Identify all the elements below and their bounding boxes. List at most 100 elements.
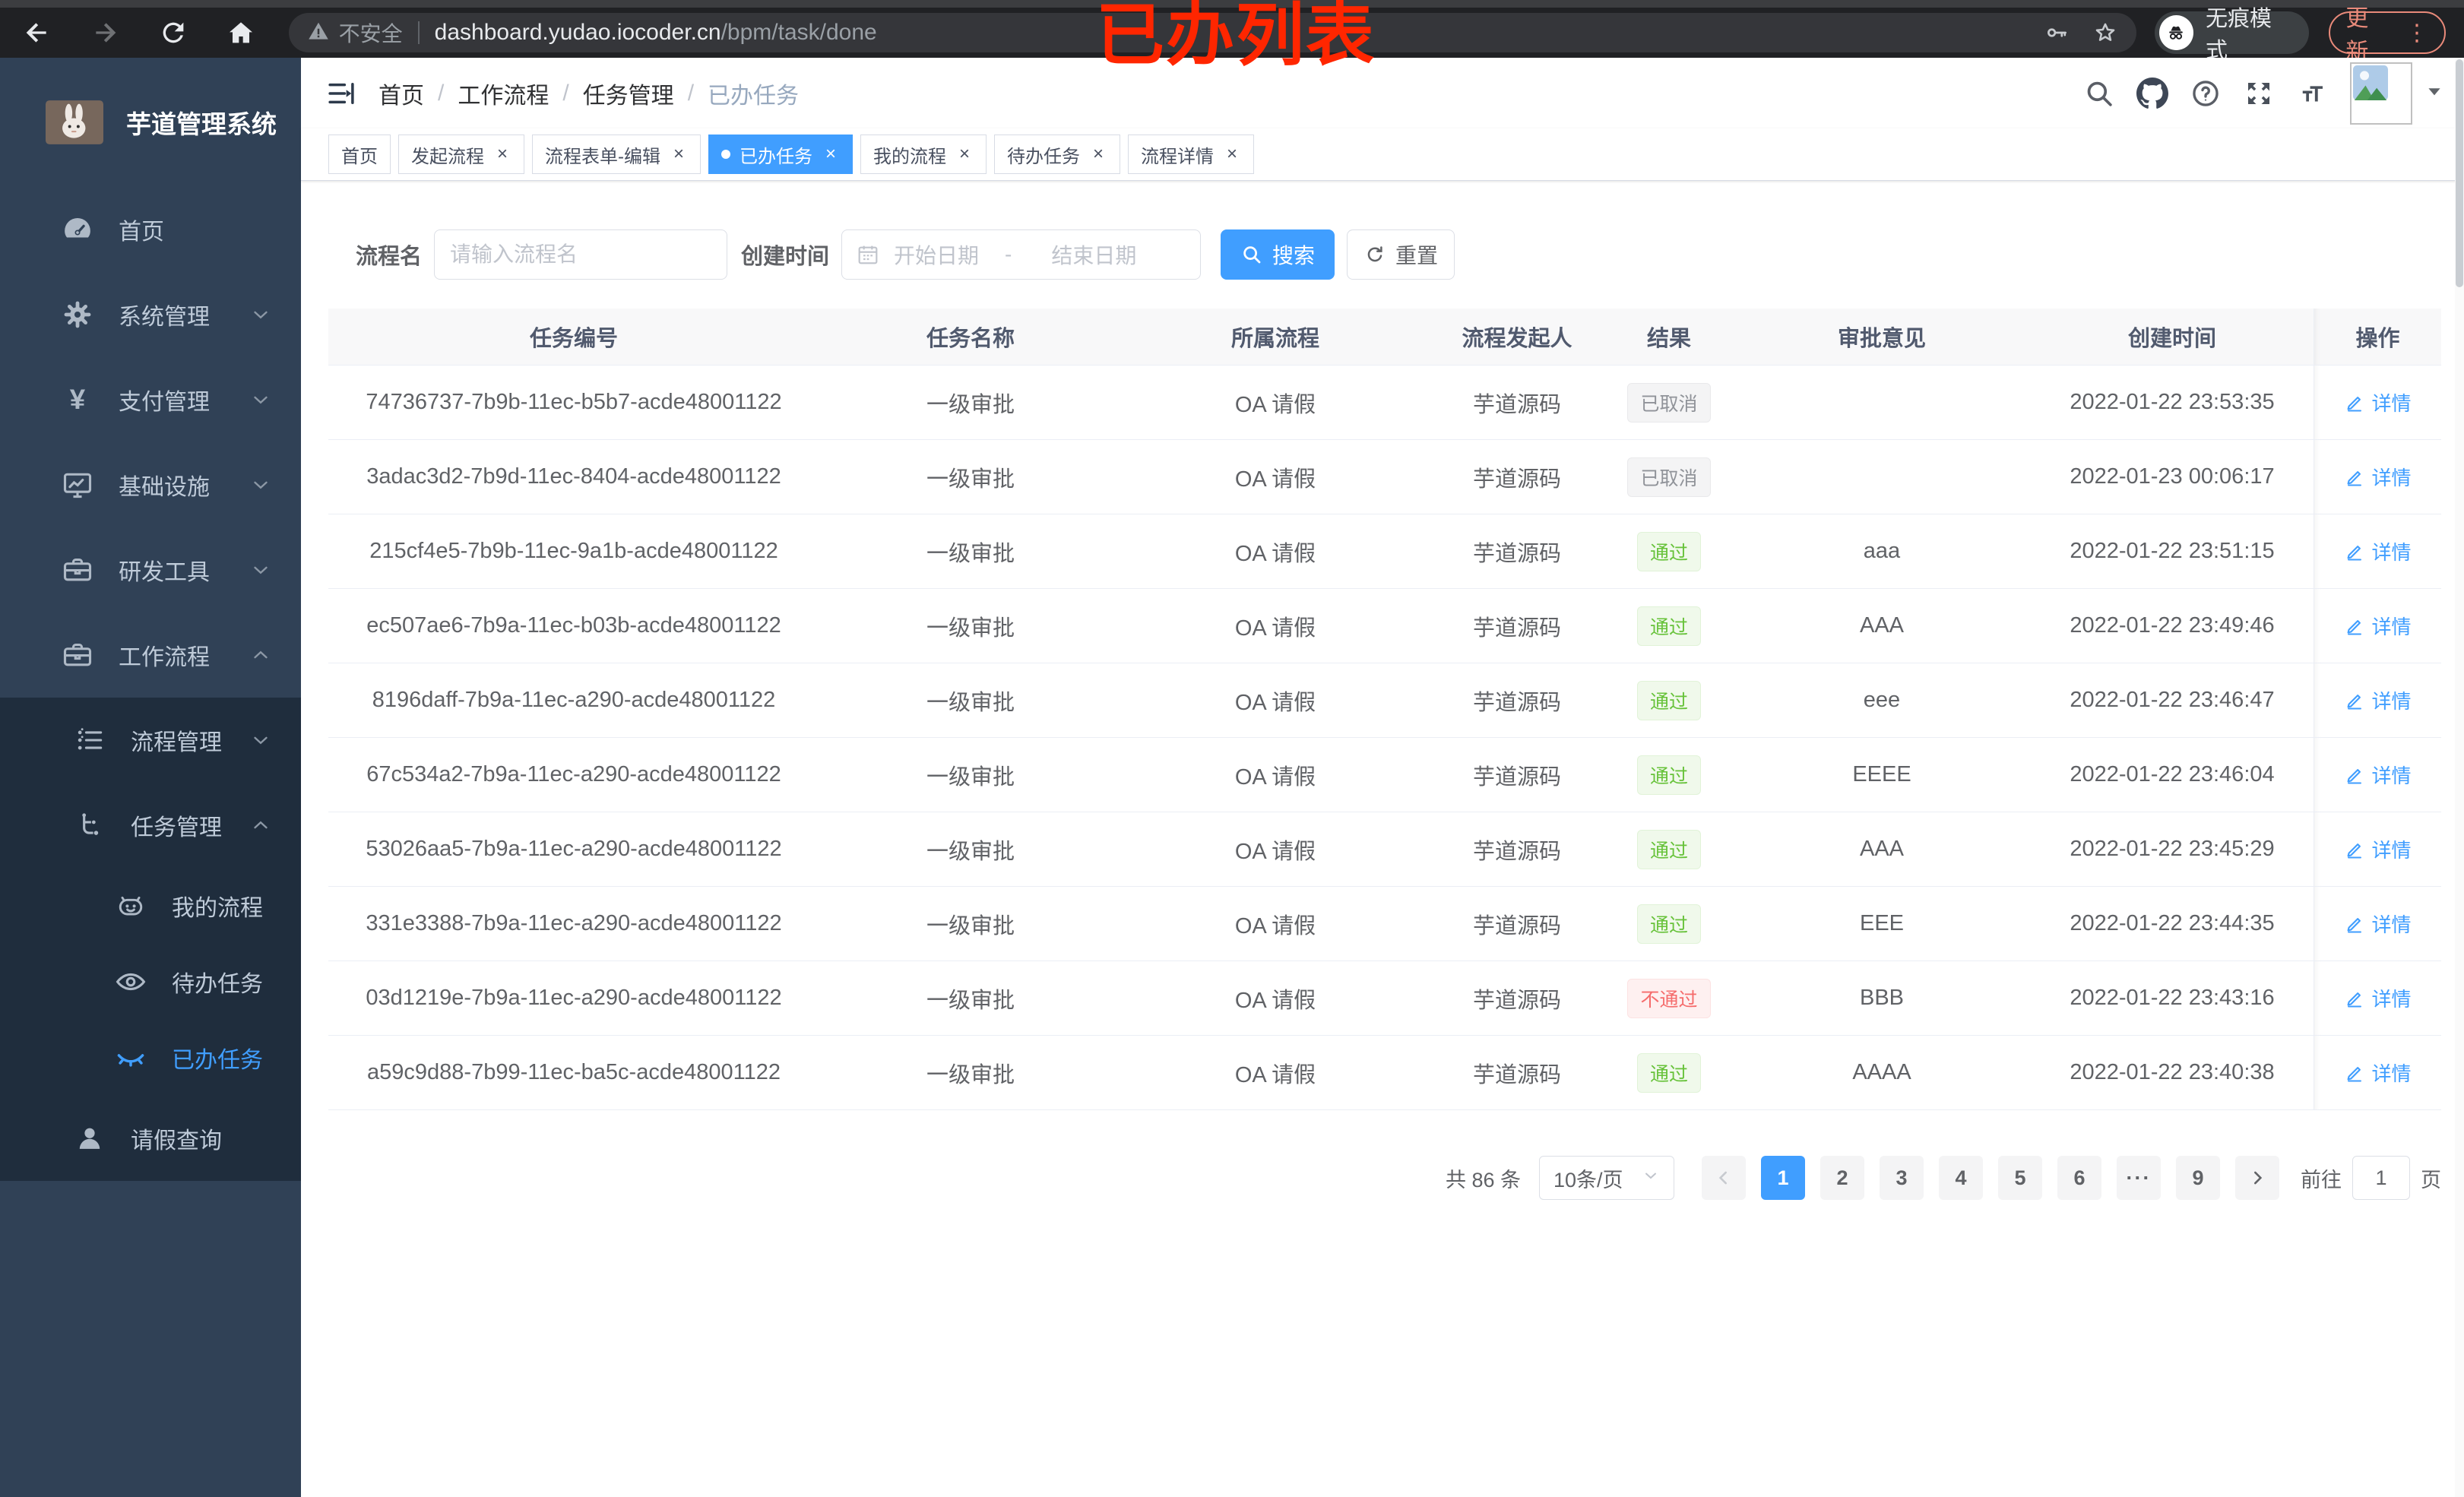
detail-button[interactable]: 详情 [2344, 612, 2412, 640]
sidebar-item-请假查询[interactable]: 请假查询 [0, 1096, 301, 1181]
browser-back-button[interactable] [20, 15, 54, 50]
sidebar-item-基础设施[interactable]: 基础设施 [0, 442, 301, 527]
detail-button[interactable]: 详情 [2344, 463, 2412, 491]
create-time: 2022-01-22 23:45:29 [2070, 837, 2275, 861]
close-icon[interactable]: × [1092, 144, 1104, 164]
task-name: 一级审批 [926, 690, 1015, 715]
close-icon[interactable]: × [673, 144, 684, 164]
app-logo[interactable]: 芋道管理系统 [0, 58, 301, 187]
date-range-picker[interactable]: 开始日期 - 结束日期 [841, 229, 1202, 280]
process-name: OA 请假 [1234, 764, 1316, 790]
sidebar-item-已办任务[interactable]: 已办任务 [0, 1020, 301, 1096]
column-header-任务名称: 任务名称 [926, 327, 1015, 351]
sidebar-item-label: 已办任务 [172, 1048, 263, 1073]
tab-待办任务[interactable]: 待办任务 × [994, 135, 1120, 174]
page-button-6[interactable]: 6 [2057, 1156, 2101, 1200]
task-id: 03d1219e-7b9a-11ec-a290-acde48001122 [366, 986, 782, 1010]
question-icon[interactable] [2184, 72, 2227, 115]
next-page-button[interactable] [2235, 1156, 2279, 1200]
detail-button[interactable]: 详情 [2344, 537, 2412, 565]
sidebar-item-首页[interactable]: 首页 [0, 187, 301, 272]
sidebar-item-系统管理[interactable]: 系统管理 [0, 272, 301, 357]
action-cell: 详情 [2314, 366, 2441, 439]
tab-我的流程[interactable]: 我的流程 × [860, 135, 987, 174]
scrollbar-thumb[interactable] [2456, 59, 2463, 287]
process-name: OA 请假 [1234, 467, 1316, 492]
detail-button[interactable]: 详情 [2344, 984, 2412, 1012]
browser-update-button[interactable]: 更新 ⋮ [2329, 6, 2446, 65]
browser-reload-button[interactable] [156, 15, 190, 50]
page-size-select[interactable]: 10条/页 [1539, 1156, 1674, 1200]
sidebar-item-待办任务[interactable]: 待办任务 [0, 944, 301, 1020]
browser-forward-button[interactable] [87, 15, 122, 50]
page-button-9[interactable]: 9 [2176, 1156, 2220, 1200]
sidebar-item-任务管理[interactable]: 任务管理 [0, 783, 301, 868]
security-label[interactable]: 不安全 [338, 22, 403, 46]
close-icon[interactable]: × [496, 144, 508, 164]
sidebar-collapse-icon[interactable] [324, 76, 359, 111]
detail-button[interactable]: 详情 [2344, 761, 2412, 789]
more-pages-button[interactable]: ··· [2117, 1156, 2161, 1200]
sidebar-item-研发工具[interactable]: 研发工具 [0, 527, 301, 612]
tab-流程详情[interactable]: 流程详情 × [1128, 135, 1254, 174]
detail-button[interactable]: 详情 [2344, 686, 2412, 714]
chevron-down-icon[interactable] [2424, 81, 2444, 105]
prev-page-button[interactable] [1702, 1156, 1746, 1200]
breadcrumb-home[interactable]: 首页 [378, 83, 424, 109]
avatar[interactable] [2350, 62, 2412, 125]
page-button-1[interactable]: 1 [1761, 1156, 1805, 1200]
detail-button[interactable]: 详情 [2344, 1059, 2412, 1087]
close-icon[interactable]: × [825, 144, 836, 164]
font-size-icon[interactable] [2291, 72, 2333, 115]
detail-button[interactable]: 详情 [2344, 835, 2412, 863]
eye-icon [114, 965, 147, 999]
process-name: OA 请假 [1234, 616, 1316, 641]
tab-发起流程[interactable]: 发起流程 × [398, 135, 524, 174]
fullscreen-icon[interactable] [2238, 72, 2280, 115]
sidebar-item-支付管理[interactable]: ¥ 支付管理 [0, 357, 301, 442]
sidebar-item-流程管理[interactable]: 流程管理 [0, 698, 301, 783]
start-date-placeholder[interactable]: 开始日期 [894, 244, 980, 267]
task-id: 67c534a2-7b9a-11ec-a290-acde48001122 [366, 762, 781, 786]
page-button-2[interactable]: 2 [1820, 1156, 1864, 1200]
sidebar-item-我的流程[interactable]: 我的流程 [0, 868, 301, 944]
app-header: 首页 / 工作流程 / 任务管理 / 已办任务 [301, 58, 2464, 128]
tab-首页[interactable]: 首页 [328, 135, 391, 174]
browser-url-bar[interactable]: 不安全 dashboard.yudao.iocoder.cn/bpm/task/… [288, 13, 2136, 52]
page-scrollbar[interactable] [2455, 58, 2464, 1497]
page-button-5[interactable]: 5 [1998, 1156, 2042, 1200]
create-time: 2022-01-22 23:46:04 [2070, 762, 2275, 786]
detail-button[interactable]: 详情 [2344, 910, 2412, 938]
browser-home-button[interactable] [223, 15, 258, 50]
browser-chrome: 不安全 dashboard.yudao.iocoder.cn/bpm/task/… [0, 0, 2464, 65]
breadcrumb-task-mgmt[interactable]: 任务管理 [582, 83, 674, 109]
sidebar-item-工作流程[interactable]: 工作流程 [0, 612, 301, 698]
tab-流程表单-编辑[interactable]: 流程表单-编辑 × [532, 135, 701, 174]
page-button-3[interactable]: 3 [1880, 1156, 1924, 1200]
search-form: 流程名 创建时间 开始日期 - 结束日期 搜索 重置 [356, 229, 2464, 280]
process-name-input[interactable] [434, 229, 728, 280]
breadcrumb-workflow[interactable]: 工作流程 [458, 83, 549, 109]
process-name: OA 请假 [1234, 541, 1316, 566]
edit-pen-icon [2344, 764, 2371, 786]
search-button[interactable]: 搜索 [1221, 229, 1335, 280]
detail-button[interactable]: 详情 [2344, 388, 2412, 416]
eye-closed-icon [114, 1041, 147, 1074]
task-name: 一级审批 [926, 913, 1015, 938]
tab-已办任务[interactable]: 已办任务 × [708, 135, 853, 174]
more-vert-icon[interactable]: ⋮ [2405, 20, 2429, 46]
end-date-placeholder[interactable]: 结束日期 [1051, 244, 1137, 267]
close-icon[interactable]: × [958, 144, 970, 164]
jump-page-input[interactable] [2352, 1156, 2410, 1200]
star-icon[interactable] [2092, 20, 2118, 46]
reset-button[interactable]: 重置 [1347, 229, 1455, 280]
github-icon[interactable] [2131, 72, 2174, 115]
create-time: 2022-01-22 23:40:38 [2070, 1060, 2275, 1084]
url-text[interactable]: dashboard.yudao.iocoder.cn/bpm/task/done [434, 20, 877, 45]
action-cell: 详情 [2314, 961, 2441, 1035]
search-icon[interactable] [2078, 72, 2120, 115]
close-icon[interactable]: × [1226, 144, 1237, 164]
page-button-4[interactable]: 4 [1939, 1156, 1983, 1200]
key-icon[interactable] [2044, 20, 2070, 46]
tags-view: 首页 发起流程 × 流程表单-编辑 × 已办任务 × 我的流程 × 待办任务 × 流程详情 × [301, 128, 2464, 181]
